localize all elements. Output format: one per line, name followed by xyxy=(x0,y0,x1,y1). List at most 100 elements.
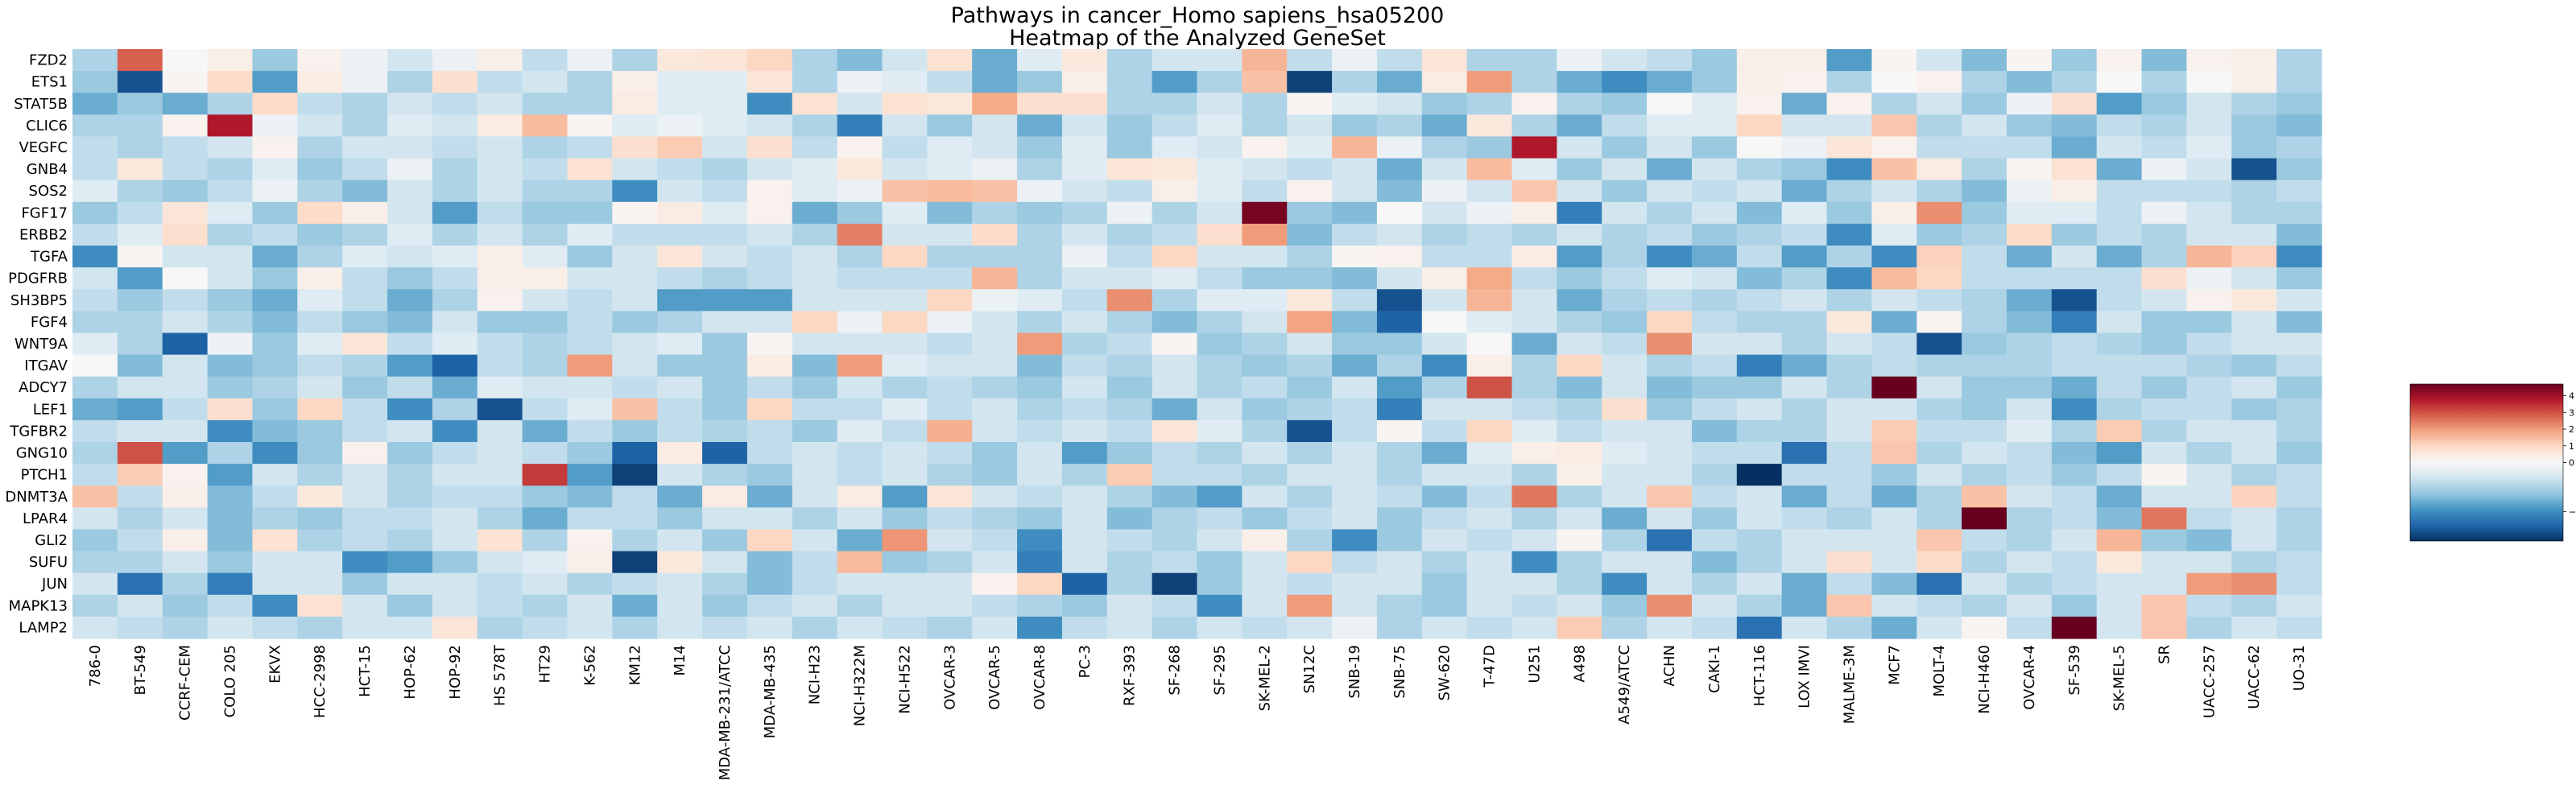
heatmap-cell xyxy=(657,49,703,72)
heatmap-cell xyxy=(1152,267,1198,290)
heatmap-cell xyxy=(1106,594,1153,618)
heatmap-cell xyxy=(1332,419,1378,443)
heatmap-cell xyxy=(432,354,478,378)
column-label: 786-0 xyxy=(87,645,104,687)
heatmap-cell xyxy=(1916,442,1962,465)
heatmap-cell xyxy=(1557,594,1602,618)
heatmap-cell xyxy=(1871,223,1917,246)
heatmap-cell xyxy=(657,572,703,596)
heatmap-cell xyxy=(567,419,613,443)
heatmap-cell xyxy=(746,223,793,246)
heatmap-cell xyxy=(1376,223,1423,246)
heatmap-cell xyxy=(1242,333,1288,356)
heatmap-cell xyxy=(297,289,343,312)
row-label: FGF17 xyxy=(21,204,68,221)
heatmap-cell xyxy=(2231,201,2277,225)
heatmap-cell xyxy=(297,529,343,552)
heatmap-cell xyxy=(1242,464,1288,486)
heatmap-cell xyxy=(252,551,298,574)
heatmap-cell xyxy=(2051,158,2098,181)
column-labels: 786-0 BT-549 CCRF-CEM COLO 205 EKVX HCC-2998 H… xyxy=(87,644,2308,780)
row-label: GNG10 xyxy=(16,445,68,462)
heatmap-cell xyxy=(207,267,254,290)
heatmap-cell xyxy=(297,71,343,93)
heatmap-cell xyxy=(1511,529,1557,552)
colorbar-tick-label: 2 xyxy=(2569,424,2574,435)
column-label: CAKI-1 xyxy=(1706,645,1723,693)
heatmap-cell xyxy=(1647,529,1693,552)
heatmap-cell xyxy=(2141,311,2188,334)
heatmap-cell xyxy=(1962,442,2007,465)
heatmap-cell xyxy=(1017,136,1063,159)
heatmap-cell xyxy=(2051,354,2098,378)
heatmap-cell xyxy=(1332,616,1378,639)
heatmap-cell xyxy=(882,616,928,639)
heatmap-cell xyxy=(612,223,658,246)
heatmap-cell xyxy=(702,464,748,486)
heatmap-cell xyxy=(2276,551,2322,574)
heatmap-cell xyxy=(1602,267,1648,290)
heatmap-cell xyxy=(702,398,748,421)
heatmap-cell xyxy=(746,419,793,443)
heatmap-cell xyxy=(1916,376,1962,399)
heatmap-cell xyxy=(746,529,793,552)
heatmap-cell xyxy=(1647,180,1693,203)
row-label: SOS2 xyxy=(29,183,68,200)
heatmap-cell xyxy=(117,333,163,356)
heatmap-cell xyxy=(1106,419,1153,443)
heatmap-cell xyxy=(1557,419,1602,443)
heatmap-cell xyxy=(2231,529,2277,552)
heatmap-cell xyxy=(2276,223,2322,246)
heatmap-cell xyxy=(567,398,613,421)
heatmap-cell xyxy=(1602,49,1648,72)
heatmap-cell xyxy=(882,551,928,574)
heatmap-cell xyxy=(657,158,703,181)
row-label: CLIC6 xyxy=(26,118,68,134)
heatmap-cell xyxy=(1602,223,1648,246)
heatmap-cell xyxy=(387,333,433,356)
heatmap-cell xyxy=(387,71,433,93)
heatmap-cell xyxy=(1826,223,1872,246)
heatmap-cell xyxy=(2231,376,2277,399)
heatmap-cell xyxy=(2276,419,2322,443)
heatmap-cell xyxy=(1106,354,1153,378)
column-label: NCI-H23 xyxy=(807,645,824,704)
heatmap-cell xyxy=(477,419,523,443)
heatmap-cell xyxy=(1332,49,1378,72)
heatmap-cell xyxy=(1242,311,1288,334)
heatmap-cell xyxy=(522,442,569,465)
heatmap-cell xyxy=(1602,485,1648,508)
heatmap-cell xyxy=(1916,354,1962,378)
heatmap-cell xyxy=(927,136,973,159)
heatmap-cell xyxy=(1376,201,1423,225)
heatmap-cell xyxy=(657,376,703,399)
heatmap-cell xyxy=(117,442,163,465)
heatmap-cell xyxy=(2141,398,2188,421)
heatmap-cell xyxy=(1287,507,1333,531)
row-label: MAPK13 xyxy=(9,597,68,614)
heatmap-cell xyxy=(567,442,613,465)
heatmap-cell xyxy=(567,616,613,639)
heatmap-cell xyxy=(1017,289,1063,312)
heatmap-cell xyxy=(746,93,793,115)
heatmap-cell xyxy=(297,333,343,356)
heatmap-cell xyxy=(1602,354,1648,378)
heatmap-cell xyxy=(1197,354,1243,378)
heatmap-cell xyxy=(2276,201,2322,225)
heatmap-cell xyxy=(1466,267,1513,290)
column-label: OVCAR-5 xyxy=(986,645,1003,710)
heatmap-cell xyxy=(657,289,703,312)
heatmap-cell xyxy=(1962,551,2007,574)
heatmap-cell xyxy=(1557,223,1602,246)
heatmap-cell xyxy=(1557,158,1602,181)
heatmap-cell xyxy=(2231,71,2277,93)
heatmap-cell xyxy=(1017,333,1063,356)
heatmap-cell xyxy=(702,485,748,508)
heatmap-cell xyxy=(1466,551,1513,574)
heatmap-cell xyxy=(1647,114,1693,138)
heatmap-cell xyxy=(2006,201,2053,225)
heatmap-cell xyxy=(1871,376,1917,399)
heatmap-cell xyxy=(1602,398,1648,421)
heatmap-cell xyxy=(972,49,1018,72)
heatmap-cell xyxy=(522,267,569,290)
